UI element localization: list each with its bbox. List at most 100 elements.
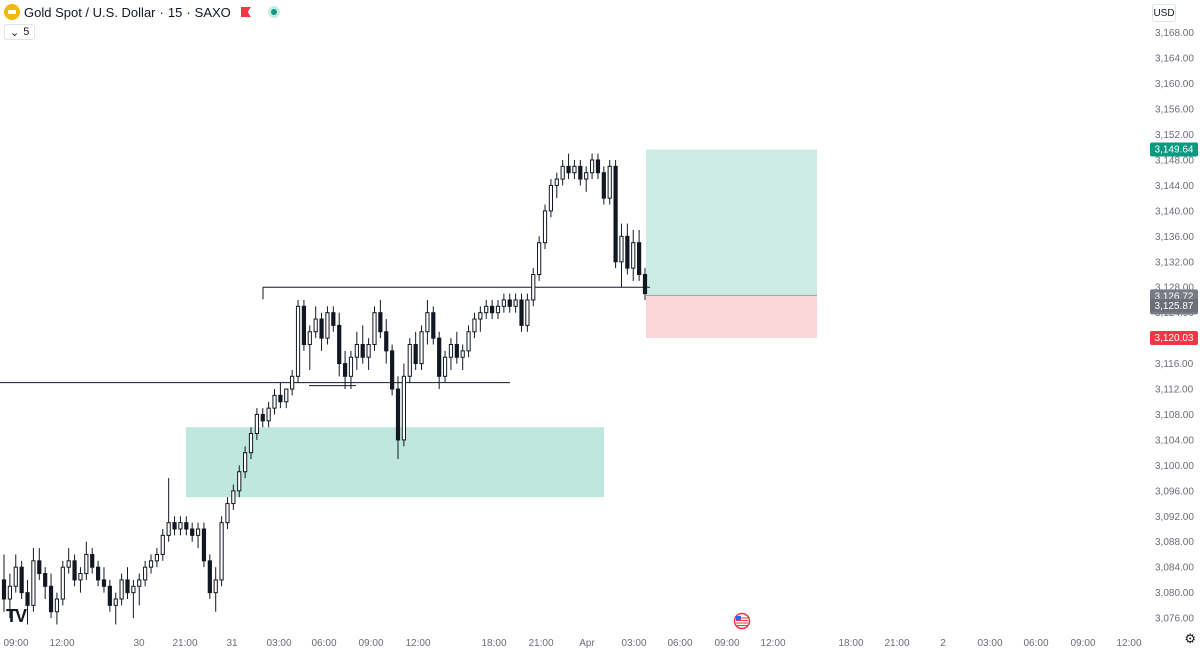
candle-body bbox=[278, 394, 283, 403]
candle-body bbox=[525, 299, 530, 326]
candle-body bbox=[560, 165, 565, 180]
candle-body bbox=[584, 172, 589, 180]
candle-body bbox=[484, 305, 489, 314]
y-tick-label: 3,096.00 bbox=[1155, 486, 1194, 497]
candle-body bbox=[160, 534, 165, 555]
y-tick-label: 3,132.00 bbox=[1155, 257, 1194, 268]
candle-body bbox=[143, 566, 148, 581]
candle-body bbox=[419, 331, 424, 365]
candle-body bbox=[66, 560, 71, 568]
candle-body bbox=[260, 413, 265, 422]
symbol-header[interactable]: Gold Spot / U.S. Dollar · 15 · SAXO bbox=[4, 4, 277, 20]
candle-body bbox=[101, 579, 107, 587]
candle-body bbox=[295, 305, 301, 377]
candle-body bbox=[284, 388, 289, 403]
y-tick-label: 3,164.00 bbox=[1155, 54, 1194, 65]
candle-body bbox=[378, 312, 383, 333]
interval-button-label: 5 bbox=[23, 26, 30, 38]
interval-toggle-button[interactable]: ⌄ 5 bbox=[4, 24, 36, 40]
candle-body bbox=[601, 172, 606, 199]
candle-body bbox=[513, 299, 518, 307]
candle-body bbox=[589, 159, 595, 174]
y-tick-label: 3,108.00 bbox=[1155, 410, 1194, 421]
candle-body bbox=[7, 585, 12, 600]
candle-body bbox=[460, 350, 465, 358]
candle-body bbox=[166, 522, 171, 536]
candle-body bbox=[237, 471, 242, 492]
demand-zone[interactable] bbox=[186, 427, 604, 498]
candle-body bbox=[354, 343, 359, 358]
candle-body bbox=[578, 165, 583, 180]
candle-body bbox=[148, 560, 154, 568]
take-profit-price-tag: 3,149.64 bbox=[1150, 142, 1198, 157]
candle-body bbox=[48, 585, 54, 613]
candle-body bbox=[125, 579, 130, 594]
candle-body bbox=[542, 210, 548, 244]
candle-body bbox=[625, 235, 630, 269]
prev-price-tag-text: 3,125.87 bbox=[1155, 301, 1194, 312]
y-tick-label: 3,084.00 bbox=[1155, 563, 1194, 574]
candle-body bbox=[431, 312, 436, 339]
candle-body bbox=[360, 343, 365, 358]
x-tick-label: 06:00 bbox=[1023, 638, 1048, 649]
candle-body bbox=[372, 312, 377, 345]
y-tick-label: 3,080.00 bbox=[1155, 588, 1194, 599]
y-tick-label: 3,140.00 bbox=[1155, 206, 1194, 217]
candle-body bbox=[331, 312, 336, 326]
x-tick-label: 03:00 bbox=[621, 638, 646, 649]
long-position-loss-zone[interactable] bbox=[646, 295, 817, 338]
candle-body bbox=[243, 452, 248, 473]
stop-loss-price-tag: 3,120.03 bbox=[1150, 330, 1198, 345]
red-flag-icon[interactable] bbox=[240, 7, 251, 17]
candle-body bbox=[78, 573, 83, 581]
candle-body bbox=[548, 184, 554, 212]
candle-body bbox=[319, 318, 324, 339]
x-tick-label: 18:00 bbox=[481, 638, 506, 649]
candle-body bbox=[1, 579, 7, 600]
candle-body bbox=[313, 318, 318, 333]
x-tick-label: 12:00 bbox=[760, 638, 785, 649]
y-tick-label: 3,144.00 bbox=[1155, 181, 1194, 192]
x-tick-label: 31 bbox=[226, 638, 238, 649]
candle-body bbox=[495, 305, 501, 314]
candle-body bbox=[213, 579, 218, 594]
candle-body bbox=[37, 560, 42, 575]
candle-body bbox=[219, 522, 224, 581]
gold-symbol-icon bbox=[4, 4, 20, 20]
prev-price-tag: 3,125.87 bbox=[1150, 298, 1198, 312]
candle-body bbox=[13, 566, 18, 587]
long-position-profit-zone[interactable] bbox=[646, 149, 817, 296]
x-tick-label: 21:00 bbox=[884, 638, 909, 649]
candle-body bbox=[337, 324, 342, 365]
candle-body bbox=[342, 363, 348, 377]
candle-body bbox=[190, 528, 195, 536]
candle-body bbox=[613, 165, 618, 263]
y-tick-label: 3,092.00 bbox=[1155, 512, 1194, 523]
candle-body bbox=[195, 528, 201, 536]
candle-body bbox=[95, 566, 101, 581]
candle-body bbox=[248, 433, 254, 454]
stop-loss-price-tag-text: 3,120.03 bbox=[1155, 333, 1194, 344]
x-tick-label: 09:00 bbox=[358, 638, 383, 649]
candle-body bbox=[407, 343, 412, 377]
last-price-tag-text: 3,126.72 bbox=[1155, 291, 1194, 302]
candle-body bbox=[119, 579, 124, 600]
x-tick-label: 12:00 bbox=[49, 638, 74, 649]
candle-body bbox=[290, 375, 295, 390]
interval-value: 15 bbox=[167, 4, 183, 20]
candle-body bbox=[231, 490, 236, 505]
x-tick-label: 06:00 bbox=[311, 638, 336, 649]
x-tick-label: 21:00 bbox=[528, 638, 553, 649]
candle-body bbox=[425, 312, 430, 333]
us-flag-icon[interactable] bbox=[733, 612, 751, 630]
candle-body bbox=[178, 522, 183, 530]
currency-selector[interactable]: USD bbox=[1152, 4, 1176, 22]
candle-body bbox=[642, 274, 648, 295]
settings-gear-icon[interactable]: ⚙ bbox=[1184, 631, 1196, 646]
symbol-name: Gold Spot / U.S. Dollar bbox=[24, 4, 156, 20]
candle-body bbox=[301, 305, 307, 345]
y-tick-label: 3,116.00 bbox=[1155, 359, 1194, 370]
y-tick-label: 3,148.00 bbox=[1155, 155, 1194, 166]
